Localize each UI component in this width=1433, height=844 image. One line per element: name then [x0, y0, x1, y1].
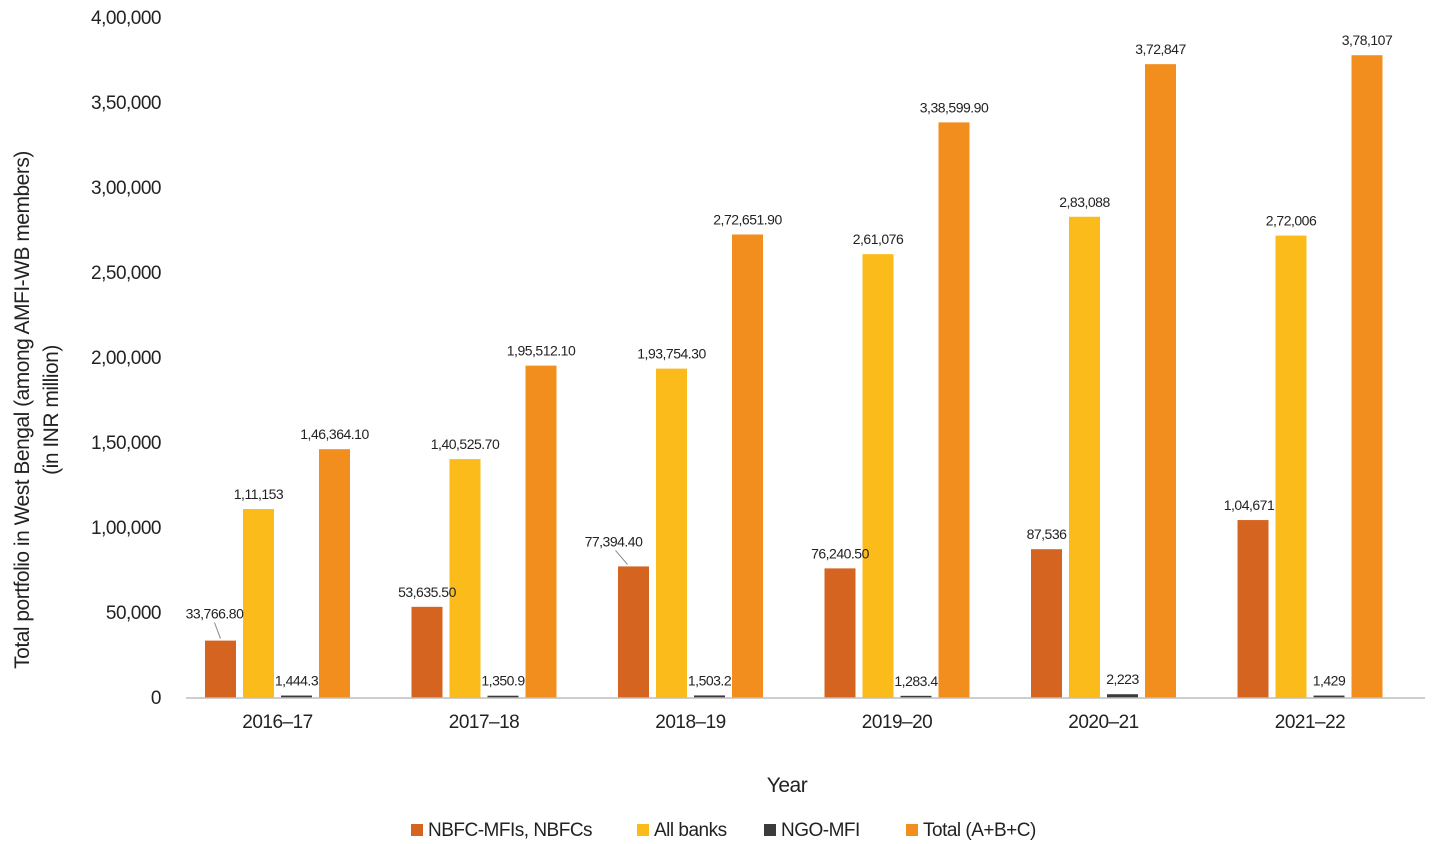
- bar-all-banks-3: [862, 254, 894, 698]
- y-tick-label: 1,00,000: [91, 518, 161, 539]
- y-tick-label: 3,50,000: [91, 93, 161, 114]
- legend-label-total-a-b-c: Total (A+B+C): [923, 820, 1036, 841]
- y-tick-label: 0: [151, 688, 161, 709]
- bar-total-a-b-c-1: [525, 365, 557, 698]
- data-label-total-a-b-c-2: 2,72,651.90: [713, 211, 782, 227]
- bar-ngo-mfi-5: [1313, 695, 1345, 698]
- bar-all-banks-2: [656, 368, 687, 698]
- data-label-nbfc-mfis-nbfcs-0: 33,766.80: [186, 606, 244, 622]
- legend-swatch-all-banks: [637, 824, 649, 836]
- data-label-total-a-b-c-3: 3,38,599.90: [920, 99, 989, 115]
- legend-swatch-nbfc-mfis-nbfcs: [411, 824, 423, 836]
- leader-line: [615, 550, 628, 565]
- data-label-ngo-mfi-5: 1,429: [1313, 673, 1346, 689]
- x-tick-label: 2019–20: [862, 712, 932, 733]
- data-label-ngo-mfi-2: 1,503.2: [688, 672, 732, 688]
- x-tick-label: 2020–21: [1068, 712, 1138, 733]
- bar-ngo-mfi-1: [487, 695, 519, 698]
- legend-label-ngo-mfi: NGO-MFI: [781, 820, 860, 841]
- data-label-all-banks-1: 1,40,525.70: [431, 436, 500, 452]
- y-tick-label: 1,50,000: [91, 433, 161, 454]
- legend-swatch-total-a-b-c: [906, 824, 918, 836]
- bar-ngo-mfi-3: [900, 695, 932, 698]
- data-label-all-banks-3: 2,61,076: [853, 231, 904, 247]
- data-label-nbfc-mfis-nbfcs-2: 77,394.40: [585, 533, 643, 549]
- data-label-total-a-b-c-5: 3,78,107: [1342, 32, 1393, 48]
- data-label-all-banks-2: 1,93,754.30: [637, 346, 706, 362]
- bar-ngo-mfi-4: [1107, 694, 1138, 698]
- bar-all-banks-1: [449, 459, 481, 698]
- bar-total-a-b-c-2: [732, 234, 763, 699]
- bar-ngo-mfi-0: [281, 695, 312, 698]
- y-tick-label: 4,00,000: [91, 8, 161, 29]
- data-label-ngo-mfi-0: 1,444.3: [275, 673, 319, 689]
- bar-total-a-b-c-4: [1145, 64, 1176, 699]
- legend-label-nbfc-mfis-nbfcs: NBFC-MFIs, NBFCs: [428, 820, 592, 841]
- data-label-all-banks-0: 1,11,153: [234, 486, 284, 502]
- legend-swatch-ngo-mfi: [764, 824, 776, 836]
- bar-nbfc-mfis-nbfcs-3: [824, 568, 856, 698]
- bar-total-a-b-c-0: [319, 449, 350, 698]
- y-axis-ticks: 0 50,000 1,00,000 1,50,000 2,00,000 2,50,000 3…: [91, 8, 161, 709]
- data-label-nbfc-mfis-nbfcs-1: 53,635.50: [398, 584, 456, 600]
- bar-nbfc-mfis-nbfcs-2: [618, 566, 649, 698]
- legend-label-all-banks: All banks: [654, 820, 727, 841]
- y-tick-label: 50,000: [106, 603, 161, 624]
- data-label-total-a-b-c-1: 1,95,512.10: [507, 343, 576, 359]
- bar-nbfc-mfis-nbfcs-4: [1031, 549, 1062, 698]
- bar-all-banks-5: [1275, 235, 1307, 699]
- data-label-all-banks-5: 2,72,006: [1266, 213, 1317, 229]
- x-tick-label: 2016–17: [242, 712, 312, 733]
- y-tick-label: 2,00,000: [91, 348, 161, 369]
- data-label-ngo-mfi-4: 2,223: [1106, 671, 1139, 687]
- bar-total-a-b-c-3: [938, 122, 970, 698]
- bars: [205, 55, 1383, 699]
- bar-all-banks-4: [1069, 216, 1100, 698]
- data-label-ngo-mfi-1: 1,350.9: [481, 673, 525, 689]
- data-labels: 33,766.80 1,11,153 1,444.3 1,46,364.10 53,63…: [186, 32, 1394, 689]
- y-tick-label: 3,00,000: [91, 178, 161, 199]
- x-axis-ticks: 2016–17 2017–18 2018–19 2019–20 2020–21 2021–…: [242, 712, 1345, 733]
- data-label-ngo-mfi-3: 1,283.4: [894, 673, 938, 689]
- bar-nbfc-mfis-nbfcs-5: [1237, 520, 1269, 698]
- bar-nbfc-mfis-nbfcs-1: [411, 606, 443, 698]
- x-axis-title: Year: [767, 774, 808, 797]
- y-axis-title-unit: (in INR million): [40, 345, 63, 475]
- bar-nbfc-mfis-nbfcs-0: [205, 640, 236, 698]
- legend: NBFC-MFIs, NBFCs All banks NGO-MFI Total (A…: [411, 820, 1036, 841]
- leader-line: [214, 622, 221, 639]
- bar-all-banks-0: [243, 509, 274, 698]
- data-label-nbfc-mfis-nbfcs-5: 1,04,671: [1224, 497, 1275, 513]
- y-axis-title: Total portfolio in West Bengal (among AM…: [11, 151, 34, 669]
- x-tick-label: 2017–18: [449, 712, 519, 733]
- bar-ngo-mfi-2: [694, 695, 725, 698]
- data-label-nbfc-mfis-nbfcs-3: 76,240.50: [811, 545, 869, 561]
- y-tick-label: 2,50,000: [91, 263, 161, 284]
- data-label-total-a-b-c-0: 1,46,364.10: [300, 426, 369, 442]
- data-label-all-banks-4: 2,83,088: [1059, 194, 1110, 210]
- data-label-total-a-b-c-4: 3,72,847: [1135, 41, 1186, 57]
- data-label-nbfc-mfis-nbfcs-4: 87,536: [1027, 526, 1068, 542]
- x-tick-label: 2021–22: [1275, 712, 1345, 733]
- x-tick-label: 2018–19: [655, 712, 725, 733]
- bar-total-a-b-c-5: [1351, 55, 1383, 699]
